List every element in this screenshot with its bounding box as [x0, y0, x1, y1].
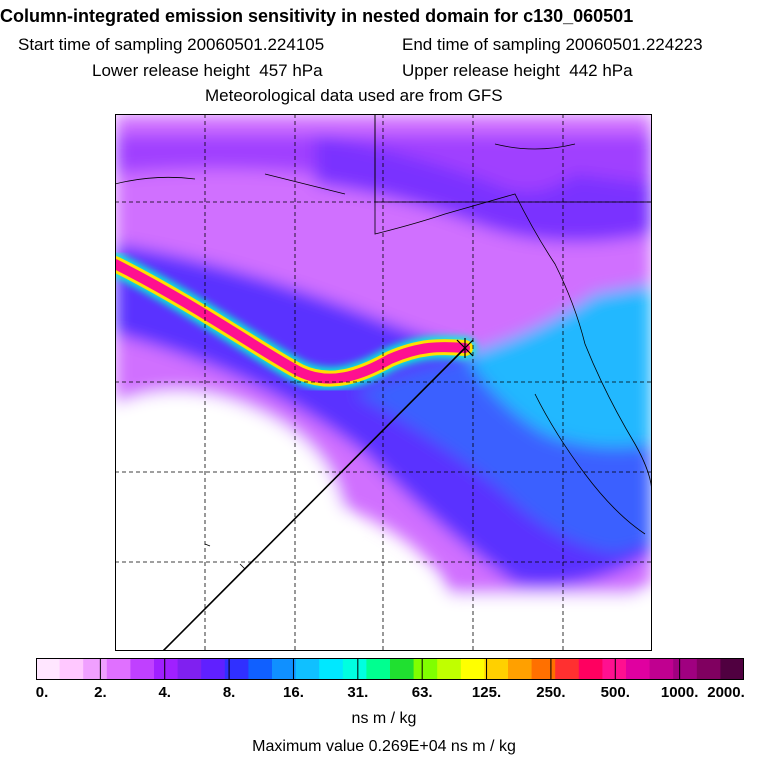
colorbar-segment: [673, 658, 698, 680]
colorbar-segment: [366, 658, 391, 680]
colorbar-segment: [201, 658, 226, 680]
colorbar-tick-label: 4.: [158, 684, 171, 701]
colorbar-segment: [602, 658, 627, 680]
colorbar-segment: [130, 658, 155, 680]
release-point-marker: [456, 338, 474, 358]
colorbar-segment: [272, 658, 297, 680]
colorbar-segment: [696, 658, 721, 680]
plume-core: [115, 259, 470, 384]
colorbar-segment: [342, 658, 367, 680]
colorbar-segment: [295, 658, 320, 680]
colorbar-tick-label: 16.: [283, 684, 304, 701]
colorbar-segment: [59, 658, 84, 680]
lower-height-label: Lower release height 457 hPa: [92, 61, 323, 80]
colorbar-units: ns m / kg: [351, 710, 417, 727]
colorbar-segment: [508, 658, 533, 680]
met-data-label: Meteorological data used are from GFS: [205, 86, 503, 105]
colorbar-segment: [531, 658, 556, 680]
colorbar-segment: [106, 658, 131, 680]
colorbar-segment: [390, 658, 415, 680]
colorbar: [36, 658, 744, 680]
colorbar-segment: [484, 658, 509, 680]
colorbar-tick-label: 8.: [222, 684, 236, 701]
coastlines: [115, 114, 652, 570]
start-time-label: Start time of sampling 20060501.224105: [18, 35, 325, 54]
colorbar-tick-label: 500.: [600, 684, 630, 701]
colorbar-segment: [83, 658, 108, 680]
colorbar-segment: [626, 658, 651, 680]
upper-height-label: Upper release height 442 hPa: [402, 61, 633, 80]
colorbar-segment: [413, 658, 438, 680]
colorbar-segment: [248, 658, 273, 680]
colorbar-tick-label: 1000.: [660, 684, 699, 701]
colorbar-tick-label: 31.: [347, 684, 369, 701]
colorbar-tick-label: 125.: [471, 684, 502, 701]
colorbar-segment: [437, 658, 462, 680]
colorbar-segment: [578, 658, 603, 680]
colorbar-segment: [177, 658, 202, 680]
colorbar-segment: [649, 658, 674, 680]
colorbar-tick-label: 0.: [35, 684, 49, 701]
end-time-label: End time of sampling 20060501.224223: [402, 35, 703, 54]
sensitivity-map: [115, 114, 652, 651]
plot-title: Column-integrated emission sensitivity i…: [0, 6, 634, 26]
colorbar-segment: [460, 658, 485, 680]
colorbar-segment: [720, 658, 744, 680]
colorbar-segment: [555, 658, 580, 680]
colorbar-segment: [36, 658, 61, 680]
colorbar-tick-label: 63.: [411, 684, 433, 701]
colorbar-segment: [154, 658, 179, 680]
colorbar-tick-label: 2000.: [707, 684, 745, 701]
diagonal-line: [162, 347, 466, 651]
colorbar-segment: [224, 658, 249, 680]
colorbar-tick-label: 2.: [94, 684, 107, 701]
colorbar-tick-label: 250.: [536, 684, 566, 701]
max-value-label: Maximum value 0.269E+04 ns m / kg: [252, 738, 516, 755]
colorbar-segment: [319, 658, 344, 680]
